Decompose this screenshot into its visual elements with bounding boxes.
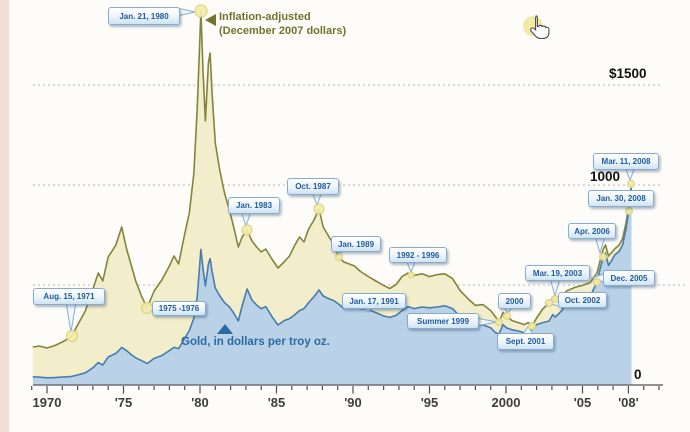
x-axis-label-1995: '95 <box>420 395 439 410</box>
x-axis-label-2000: 2000 <box>491 395 521 410</box>
x-axis-label-2008: '08' <box>618 395 639 410</box>
callout-aug-15-1971: Aug. 15, 1971 <box>33 288 105 305</box>
callout-summer-1999: Summer 1999 <box>407 313 479 329</box>
highlight-dot-summer-1999 <box>494 317 504 327</box>
highlight-dot-aug-15-1971 <box>65 329 79 343</box>
callout-jan-17-1991: Jan. 17, 1991 <box>342 293 406 309</box>
inflation-adjusted-label-line2: (December 2007 dollars) <box>219 24 347 37</box>
highlight-dot-2000 <box>502 311 512 321</box>
x-axis-label-1985: '85 <box>267 395 286 410</box>
callout-jan-21-1980: Jan. 21, 1980 <box>108 7 180 25</box>
callout-mar-11-2008: Mar. 11, 2008 <box>593 153 659 170</box>
highlight-dot-jan-21-1980 <box>194 4 208 18</box>
nominal-gold-series-label: Gold, in dollars per troy oz. <box>181 324 330 348</box>
callout-sept-2001: Sept. 2001 <box>497 333 554 350</box>
real-area <box>32 11 632 385</box>
callout-jan-1989: Jan. 1989 <box>331 236 381 252</box>
hand-pointer-cursor-icon <box>530 15 550 39</box>
nominal-line <box>32 184 633 379</box>
y-axis-label-1000: 1000 <box>590 169 621 184</box>
highlight-dot-jan-1989 <box>334 252 344 262</box>
highlight-dot-oct-1987 <box>313 203 325 215</box>
callout-oct-1987: Oct. 1987 <box>287 178 339 195</box>
x-axis-label-1970: 1970 <box>32 395 62 410</box>
highlight-dot-jan-1983 <box>241 224 253 236</box>
highlight-dot-1975-1976 <box>140 301 154 315</box>
nominal-area <box>32 185 632 385</box>
callout-pointer-aug-15-1971 <box>65 301 77 333</box>
callout-jan-30-2008: Jan. 30, 2008 <box>588 190 654 207</box>
up-arrow-icon <box>217 324 233 334</box>
x-axis-label-1975: '75 <box>114 395 133 410</box>
callout-1975-1976: 1975 -1976 <box>152 301 206 316</box>
inflation-adjusted-label-line1: Inflation-adjusted <box>219 11 311 23</box>
callout-jan-1983: Jan. 1983 <box>228 197 280 214</box>
page-edge-strip <box>0 0 9 432</box>
highlight-dot-1992-1996 <box>407 271 415 279</box>
callout-mar-19-2003: Mar. 19, 2003 <box>525 265 590 281</box>
highlight-dot-oct-2002 <box>544 298 554 308</box>
inflation-adjusted-series-label: Inflation-adjusted (December 2007 dollar… <box>205 11 347 38</box>
left-arrow-icon <box>205 14 216 26</box>
x-axis-label-1980: '80 <box>191 395 209 410</box>
highlight-dot-sept-2001 <box>527 321 537 331</box>
y-axis-label-1500: $1500 <box>609 66 647 81</box>
callout-dec-2005: Dec. 2005 <box>603 270 655 286</box>
callout-1992-1996: 1992 - 1996 <box>389 247 447 263</box>
y-axis-label-0: 0 <box>634 367 642 382</box>
highlight-dot-apr-2006 <box>598 252 608 262</box>
highlight-dot-dec-2005 <box>592 277 602 287</box>
x-axis-label-1990: '90 <box>344 395 362 410</box>
highlight-dot-mar-11-2008 <box>626 179 636 189</box>
callout-oct-2002: Oct. 2002 <box>558 292 607 308</box>
highlight-dot-jan-30-2008 <box>624 206 634 216</box>
callout-2000: 2000 <box>498 293 531 309</box>
x-axis-label-2005: '05 <box>573 395 592 410</box>
callout-apr-2006: Apr. 2006 <box>568 223 616 239</box>
